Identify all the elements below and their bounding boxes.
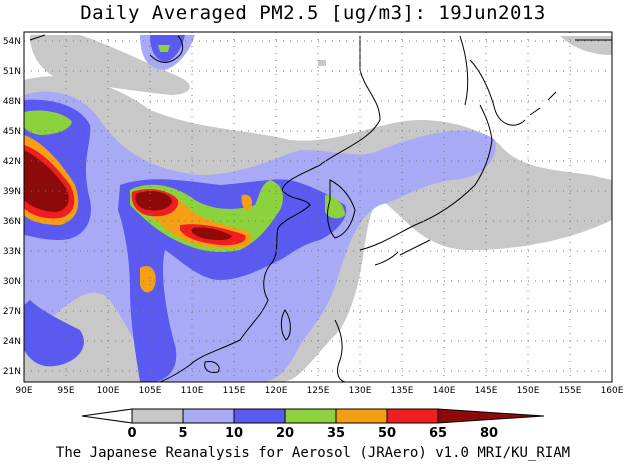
- lat-tick-label: 30N: [3, 277, 21, 287]
- lon-tick-label: 155E: [559, 386, 582, 396]
- colorbar-level-label: 5: [178, 426, 187, 441]
- lat-tick-label: 48N: [3, 97, 21, 107]
- lon-tick-label: 130E: [349, 386, 372, 396]
- field-darkred-central: [191, 227, 232, 241]
- lon-tick-label: 115E: [223, 386, 246, 396]
- coast-korea: [327, 179, 356, 239]
- field-orange-east: [241, 194, 253, 211]
- coastlines: [29, 34, 612, 382]
- coast-taiwan: [280, 309, 291, 341]
- colorbar-swatch: [233, 408, 286, 424]
- map-frame: [23, 31, 613, 383]
- lon-tick-label: 105E: [139, 386, 162, 396]
- colorbar-level-label: 10: [225, 426, 243, 441]
- lat-tick-label: 33N: [3, 247, 21, 257]
- field-gray-north: [30, 35, 190, 95]
- coast-north: [29, 34, 184, 63]
- colorbar-level-label: 50: [378, 426, 396, 441]
- lon-tick-label: 140E: [433, 386, 456, 396]
- lon-tick-label: 135E: [391, 386, 414, 396]
- coast-hainan: [204, 361, 220, 373]
- colorbar-level-label: 80: [480, 426, 498, 441]
- lat-tick-label: 39N: [3, 187, 21, 197]
- lat-tick-label: 42N: [3, 157, 21, 167]
- lat-tick-label: 24N: [3, 337, 21, 347]
- latitude-axis: 54N 51N 48N 45N 42N 39N 36N 33N 30N 27N 24N 21N: [3, 37, 21, 377]
- lon-tick-label: 150E: [517, 386, 540, 396]
- field-darkred-west: [24, 150, 69, 212]
- coast-sakhalin: [459, 35, 469, 106]
- field-gray-east: [318, 60, 326, 66]
- coast-islands: [529, 39, 612, 116]
- colorbar-level-label: 35: [327, 426, 345, 441]
- coast-hokkaido: [469, 59, 526, 126]
- coast-china: [159, 36, 381, 382]
- lon-tick-label: 95E: [57, 386, 74, 396]
- lon-tick-label: 145E: [475, 386, 498, 396]
- lon-tick-label: 120E: [265, 386, 288, 396]
- colorbar-swatch: [335, 408, 388, 424]
- field-darkred: [135, 191, 172, 211]
- colorbar-swatch: [284, 408, 337, 424]
- lat-tick-label: 36N: [3, 217, 21, 227]
- lon-tick-label: 110E: [181, 386, 204, 396]
- map-title: Daily Averaged PM2.5 [ug/m3]: 19Jun2013: [80, 2, 546, 24]
- colorbar-level-label: 65: [429, 426, 447, 441]
- field-orange-south: [140, 265, 156, 293]
- lon-tick-label: 100E: [97, 386, 120, 396]
- graticule: [24, 32, 612, 382]
- field-gray-ne: [560, 36, 612, 55]
- lat-tick-label: 21N: [3, 367, 21, 377]
- field-green-west: [24, 110, 72, 135]
- lon-tick-label: 160E: [601, 386, 624, 396]
- lon-tick-label: 90E: [15, 386, 32, 396]
- lon-tick-label: 125E: [307, 386, 330, 396]
- lat-tick-label: 54N: [3, 37, 21, 47]
- coast-philippines: [334, 319, 346, 382]
- lat-tick-label: 45N: [3, 127, 21, 137]
- concentration-fields: [24, 35, 612, 382]
- colorbar-swatch: [182, 408, 235, 424]
- longitude-axis: 90E 95E 100E 105E 110E 115E 120E 125E 130E 135E 14…: [15, 386, 623, 396]
- lat-tick-label: 27N: [3, 307, 21, 317]
- lat-tick-label: 51N: [3, 67, 21, 77]
- coast-japan: [359, 104, 493, 266]
- colorbar-end-high: [437, 408, 545, 424]
- colorbar-level-label: 20: [276, 426, 294, 441]
- field-green-small: [158, 45, 170, 52]
- credit-line: The Japanese Reanalysis for Aerosol (JRA…: [55, 445, 571, 461]
- field-blue-south: [24, 300, 84, 367]
- colorbar-swatch: [386, 408, 439, 424]
- colorbar-swatch: [131, 408, 184, 424]
- colorbar-end-low: [81, 408, 133, 424]
- colorbar: 0 5 10 20 35 50 65 80: [81, 408, 545, 441]
- colorbar-level-label: 0: [127, 426, 136, 441]
